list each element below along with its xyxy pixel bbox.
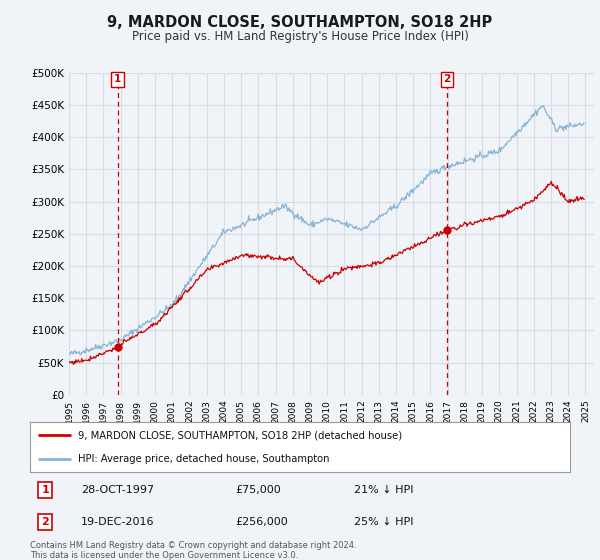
Text: £75,000: £75,000: [235, 485, 281, 495]
Text: 25% ↓ HPI: 25% ↓ HPI: [354, 517, 413, 527]
Text: Price paid vs. HM Land Registry's House Price Index (HPI): Price paid vs. HM Land Registry's House …: [131, 30, 469, 43]
Text: 2: 2: [41, 517, 49, 527]
Text: Contains HM Land Registry data © Crown copyright and database right 2024.
This d: Contains HM Land Registry data © Crown c…: [30, 541, 356, 560]
Text: 9, MARDON CLOSE, SOUTHAMPTON, SO18 2HP (detached house): 9, MARDON CLOSE, SOUTHAMPTON, SO18 2HP (…: [77, 430, 401, 440]
Text: 21% ↓ HPI: 21% ↓ HPI: [354, 485, 413, 495]
Text: 9, MARDON CLOSE, SOUTHAMPTON, SO18 2HP: 9, MARDON CLOSE, SOUTHAMPTON, SO18 2HP: [107, 15, 493, 30]
Text: 2: 2: [443, 74, 451, 84]
Text: 19-DEC-2016: 19-DEC-2016: [82, 517, 155, 527]
Text: 1: 1: [114, 74, 121, 84]
Text: HPI: Average price, detached house, Southampton: HPI: Average price, detached house, Sout…: [77, 454, 329, 464]
Text: 28-OCT-1997: 28-OCT-1997: [82, 485, 154, 495]
Text: £256,000: £256,000: [235, 517, 288, 527]
Text: 1: 1: [41, 485, 49, 495]
